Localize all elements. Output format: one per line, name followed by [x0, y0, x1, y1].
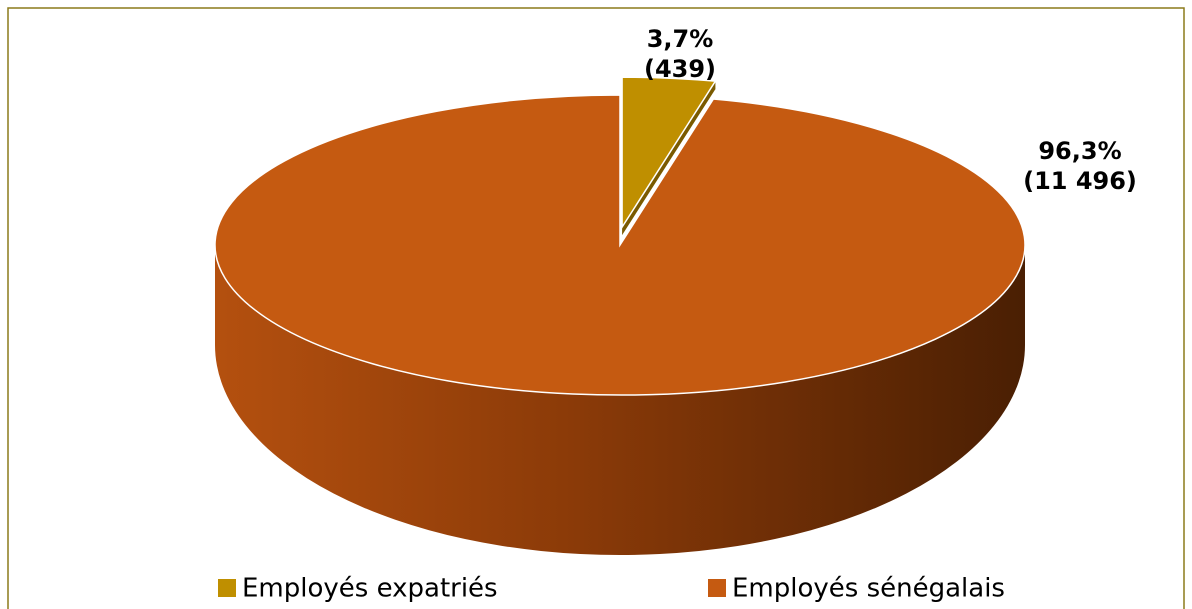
pie-slice — [621, 76, 717, 230]
legend-swatch — [218, 579, 236, 597]
data-label: (11 496) — [1023, 167, 1137, 195]
pie-slice — [214, 94, 1026, 396]
slice-edge — [622, 81, 716, 236]
pie-side — [215, 245, 1025, 555]
legend-label: Employés expatriés — [242, 574, 498, 604]
data-label: 96,3% — [1038, 137, 1121, 165]
data-label: (439) — [644, 55, 716, 83]
legend-label: Employés sénégalais — [732, 574, 1005, 604]
legend-swatch — [708, 579, 726, 597]
data-label: 3,7% — [647, 25, 714, 53]
